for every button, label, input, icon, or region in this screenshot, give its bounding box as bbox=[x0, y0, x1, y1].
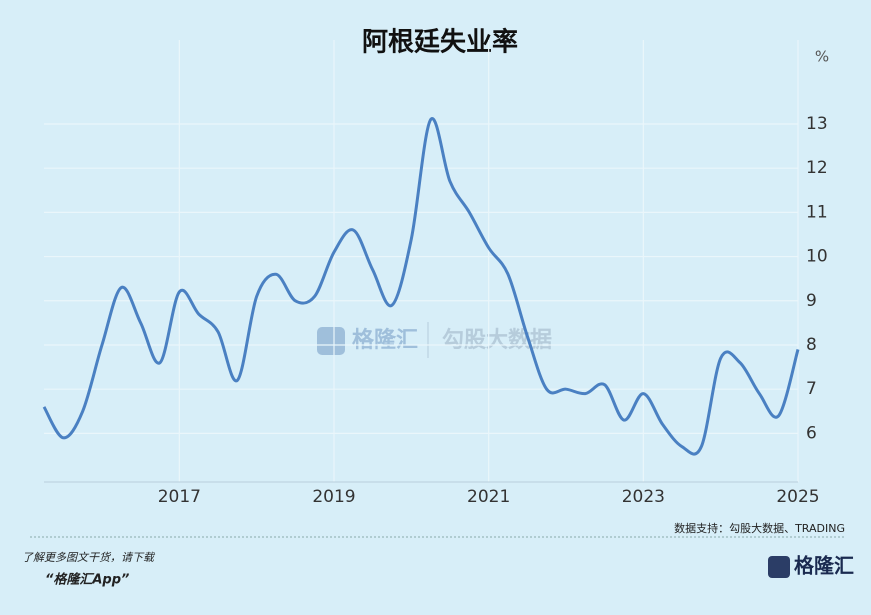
chart-title: 阿根廷失业率 bbox=[362, 27, 518, 58]
y-tick-label: 13 bbox=[806, 114, 828, 134]
x-tick-label: 2025 bbox=[776, 487, 819, 507]
x-tick-label: 2019 bbox=[312, 487, 355, 507]
source: 数据支持：勾股大数据、TRADING bbox=[674, 521, 845, 535]
watermark-text: 勾股大数据 bbox=[442, 327, 552, 353]
y-tick-label: 10 bbox=[806, 247, 828, 267]
y-tick-label: 8 bbox=[806, 335, 817, 355]
line bbox=[42, 117, 800, 456]
y-tick-label: 6 bbox=[806, 423, 817, 443]
watermark-icon bbox=[317, 327, 345, 355]
watermark-text: 格隆汇 bbox=[352, 327, 418, 353]
y-tick-label: 12 bbox=[806, 158, 828, 178]
y-tick-label: 9 bbox=[806, 291, 817, 311]
logo-icon bbox=[768, 556, 790, 578]
x-tick-label: 2023 bbox=[622, 487, 665, 507]
footer-app: “格隆汇App” bbox=[45, 572, 129, 588]
logo-text: 格隆汇 bbox=[794, 554, 854, 578]
y-tick-label: 7 bbox=[806, 379, 817, 399]
x-tick-label: 2021 bbox=[467, 487, 510, 507]
footer-text: 了解更多图文干货，请下载 bbox=[22, 551, 156, 564]
y-tick-label: 11 bbox=[806, 202, 828, 222]
x-tick-label: 2017 bbox=[158, 487, 201, 507]
watermark: 格隆汇 勾股大数据 bbox=[317, 322, 552, 358]
unit-label: % bbox=[815, 48, 829, 66]
